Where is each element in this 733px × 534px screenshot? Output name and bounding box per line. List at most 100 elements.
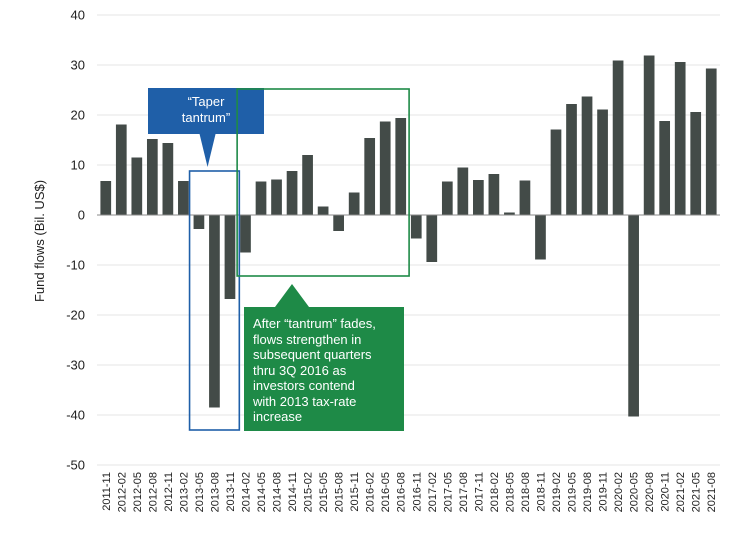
x-tick-label: 2020-02 (613, 472, 625, 512)
x-tick-label: 2019-02 (551, 472, 563, 512)
y-tick-label: -40 (66, 408, 85, 423)
after-callout-line-7: increase (253, 409, 303, 424)
bar-2012-11 (162, 143, 174, 215)
bar-2021-02 (674, 62, 686, 215)
x-tick-label: 2012-08 (147, 472, 159, 512)
y-axis-label: Fund flows (Bil. US$) (32, 180, 47, 302)
bar-2013-05 (193, 215, 205, 229)
after-callout-line-2: flows strengthen in (253, 331, 362, 347)
after-tantrum-callout-box (244, 284, 404, 431)
x-tick-label: 2016-08 (396, 472, 408, 512)
bar-2017-05 (441, 181, 453, 215)
bar-2015-05 (317, 206, 329, 215)
x-tick-label: 2014-11 (287, 472, 299, 512)
x-tick-label: 2018-08 (520, 472, 532, 512)
y-axis-ticks: 40 30 20 10 0 -10 -20 -30 -40 -50 (66, 8, 85, 473)
after-tantrum-highlight-box (236, 88, 410, 277)
bar-2017-02 (426, 215, 438, 262)
bar-2020-11 (659, 121, 671, 215)
taper-callout-text-wrap: “Taper tantrum” (181, 94, 231, 125)
x-tick-label: 2018-05 (504, 472, 516, 512)
x-tick-label: 2017-08 (458, 472, 470, 512)
x-tick-label: 2021-08 (706, 472, 718, 512)
x-tick-label: 2019-11 (598, 472, 610, 512)
y-tick-label: 0 (78, 208, 85, 223)
x-tick-label: 2016-05 (380, 472, 392, 512)
bar-2020-08 (643, 55, 655, 215)
after-callout-text-wrap: After “tantrum” fades, flows strengthen … (253, 316, 376, 424)
x-tick-label: 2013-05 (194, 472, 206, 512)
x-tick-label: 2015-08 (334, 472, 346, 512)
bar-2019-02 (550, 129, 562, 215)
x-tick-label: 2015-11 (349, 472, 361, 512)
x-tick-label: 2014-08 (272, 472, 284, 512)
bar-2016-11 (410, 215, 422, 239)
bar-2013-02 (178, 181, 189, 215)
bar-2018-05 (504, 212, 515, 215)
bar-2012-05 (131, 157, 143, 215)
bar-2012-02 (115, 124, 127, 215)
bar-2019-11 (597, 109, 608, 215)
bar-2020-02 (612, 60, 624, 215)
bar-2017-08 (457, 167, 469, 215)
x-tick-label: 2017-05 (442, 472, 454, 512)
bar-2018-02 (488, 174, 500, 215)
after-callout-line-3: subsequent quarters (253, 347, 372, 362)
after-callout-line-1: After “tantrum” fades, (253, 316, 376, 331)
bar-2017-11 (473, 180, 484, 215)
bar-2015-11 (348, 192, 360, 215)
taper-tantrum-annotation: “Taper tantrum” (148, 88, 264, 431)
x-tick-label: 2016-02 (365, 472, 377, 512)
x-tick-label: 2018-02 (489, 472, 501, 512)
x-tick-label: 2020-08 (644, 472, 656, 512)
bar-2014-08 (271, 179, 282, 215)
bar-2019-05 (566, 104, 577, 215)
y-tick-label: -10 (66, 258, 85, 273)
bar-2014-05 (255, 181, 267, 215)
x-tick-label: 2014-02 (240, 472, 252, 512)
x-tick-label: 2014-05 (256, 472, 268, 512)
bar-2018-11 (535, 215, 546, 260)
bar-2012-08 (146, 139, 158, 215)
bar-2020-05 (628, 215, 639, 417)
x-tick-label: 2016-11 (411, 472, 423, 512)
after-tantrum-annotation: After “tantrum” fades, flows strengthen … (236, 88, 410, 431)
x-tick-label: 2017-02 (427, 472, 439, 512)
y-tick-label: -20 (66, 308, 85, 323)
taper-callout-line-1: “Taper (187, 94, 225, 109)
y-tick-label: -30 (66, 358, 85, 373)
bar-2011-11 (100, 181, 112, 215)
y-tick-label: 20 (71, 108, 85, 123)
bar-2015-02 (302, 155, 313, 215)
y-tick-label: -50 (66, 458, 85, 473)
x-tick-label: 2013-08 (209, 472, 221, 512)
after-callout-line-4: thru 3Q 2016 as (253, 362, 347, 378)
bars (100, 55, 717, 417)
y-tick-label: 10 (71, 158, 85, 173)
x-tick-label: 2020-05 (629, 472, 641, 512)
x-tick-label: 2017-11 (473, 472, 485, 512)
x-tick-label: 2019-08 (582, 472, 594, 512)
x-axis-ticks: 2011-11 2012-02 2012-05 2012-08 2012-11 2013-… (101, 472, 718, 512)
taper-callout-box (148, 88, 264, 167)
bar-2016-08 (395, 118, 407, 215)
bar-2019-08 (581, 96, 593, 215)
x-tick-label: 2015-02 (303, 472, 315, 512)
x-tick-label: 2011-11 (101, 472, 113, 511)
after-callout-line-5: investors contend (253, 378, 355, 393)
x-tick-label: 2021-05 (691, 472, 703, 512)
bar-2015-08 (333, 215, 344, 231)
bar-2014-02 (240, 215, 251, 253)
bar-2016-05 (379, 121, 391, 215)
x-tick-label: 2019-05 (567, 472, 579, 512)
y-tick-label: 30 (71, 58, 85, 73)
x-tick-label: 2018-11 (535, 472, 547, 512)
y-tick-label: 40 (71, 8, 85, 23)
x-tick-label: 2015-05 (318, 472, 330, 512)
bar-2016-02 (364, 138, 376, 215)
taper-callout-line-2: tantrum” (181, 109, 231, 125)
bar-2018-08 (519, 180, 531, 215)
x-tick-label: 2012-02 (116, 472, 128, 512)
bar-2013-08 (209, 215, 220, 408)
